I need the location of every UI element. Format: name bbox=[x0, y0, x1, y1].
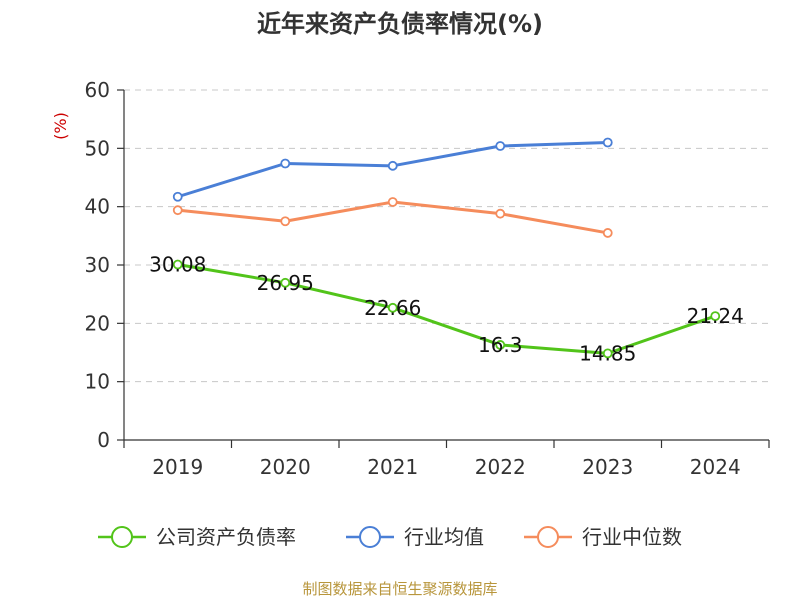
data-label: 26.95 bbox=[257, 271, 314, 295]
y-tick-label: 40 bbox=[85, 195, 110, 219]
legend-label: 行业中位数 bbox=[582, 525, 682, 549]
y-tick-label: 60 bbox=[85, 78, 110, 102]
data-point bbox=[602, 228, 613, 238]
data-point bbox=[602, 348, 613, 359]
legend-marker bbox=[111, 526, 133, 548]
legend-item: 公司资产负债率 bbox=[98, 525, 296, 549]
data-point bbox=[280, 158, 291, 169]
legend-label: 行业均值 bbox=[404, 525, 484, 549]
data-point bbox=[387, 160, 398, 171]
data-point bbox=[172, 259, 183, 270]
data-point bbox=[280, 216, 291, 227]
x-tick-label: 2019 bbox=[152, 455, 203, 479]
source-note: 制图数据来自恒生聚源数据库 bbox=[302, 580, 497, 598]
data-point bbox=[280, 277, 291, 288]
data-point bbox=[387, 302, 398, 313]
data-point bbox=[172, 205, 183, 216]
data-label: 30.08 bbox=[149, 253, 206, 277]
y-tick-label: 20 bbox=[85, 311, 110, 335]
data-label: 14.85 bbox=[579, 341, 636, 365]
data-labels: 30.08 26.95 22.66 16.3 14.85 21.24 bbox=[149, 253, 744, 366]
data-label: 16.3 bbox=[478, 333, 523, 357]
axes: 0 10 20 30 40 50 60 2019 2020 2021 2022 2023 2024 bbox=[85, 78, 770, 479]
x-tick-label: 2022 bbox=[475, 455, 526, 479]
y-tick-label: 0 bbox=[97, 428, 110, 452]
series-lines bbox=[172, 137, 721, 359]
series-line bbox=[177, 263, 716, 355]
data-label: 21.24 bbox=[687, 304, 744, 328]
y-tick-label: 50 bbox=[85, 136, 110, 160]
data-point bbox=[495, 208, 506, 219]
legend: 公司资产负债率 行业均值 行业中位数 bbox=[98, 525, 682, 549]
grid-lines bbox=[124, 89, 769, 383]
legend-label: 公司资产负债率 bbox=[156, 525, 296, 549]
legend-item: 行业中位数 bbox=[524, 525, 682, 549]
chart-title: 近年来资产负债率情况(%) bbox=[257, 10, 543, 38]
data-point bbox=[602, 137, 613, 148]
x-tick-label: 2020 bbox=[260, 455, 311, 479]
x-tick-label: 2024 bbox=[690, 455, 741, 479]
x-tick-label: 2021 bbox=[367, 455, 418, 479]
data-label: 22.66 bbox=[364, 296, 421, 320]
data-point bbox=[495, 340, 506, 350]
y-tick-label: 30 bbox=[85, 253, 110, 277]
data-point bbox=[495, 141, 506, 151]
legend-marker bbox=[359, 526, 381, 548]
data-point bbox=[710, 311, 721, 322]
legend-marker bbox=[537, 526, 559, 548]
data-point bbox=[387, 197, 398, 207]
x-tick-label: 2023 bbox=[582, 455, 633, 479]
data-point bbox=[172, 191, 183, 202]
y-axis-unit: (%) bbox=[51, 112, 70, 140]
y-tick-label: 10 bbox=[85, 370, 110, 394]
legend-item: 行业均值 bbox=[346, 525, 484, 549]
